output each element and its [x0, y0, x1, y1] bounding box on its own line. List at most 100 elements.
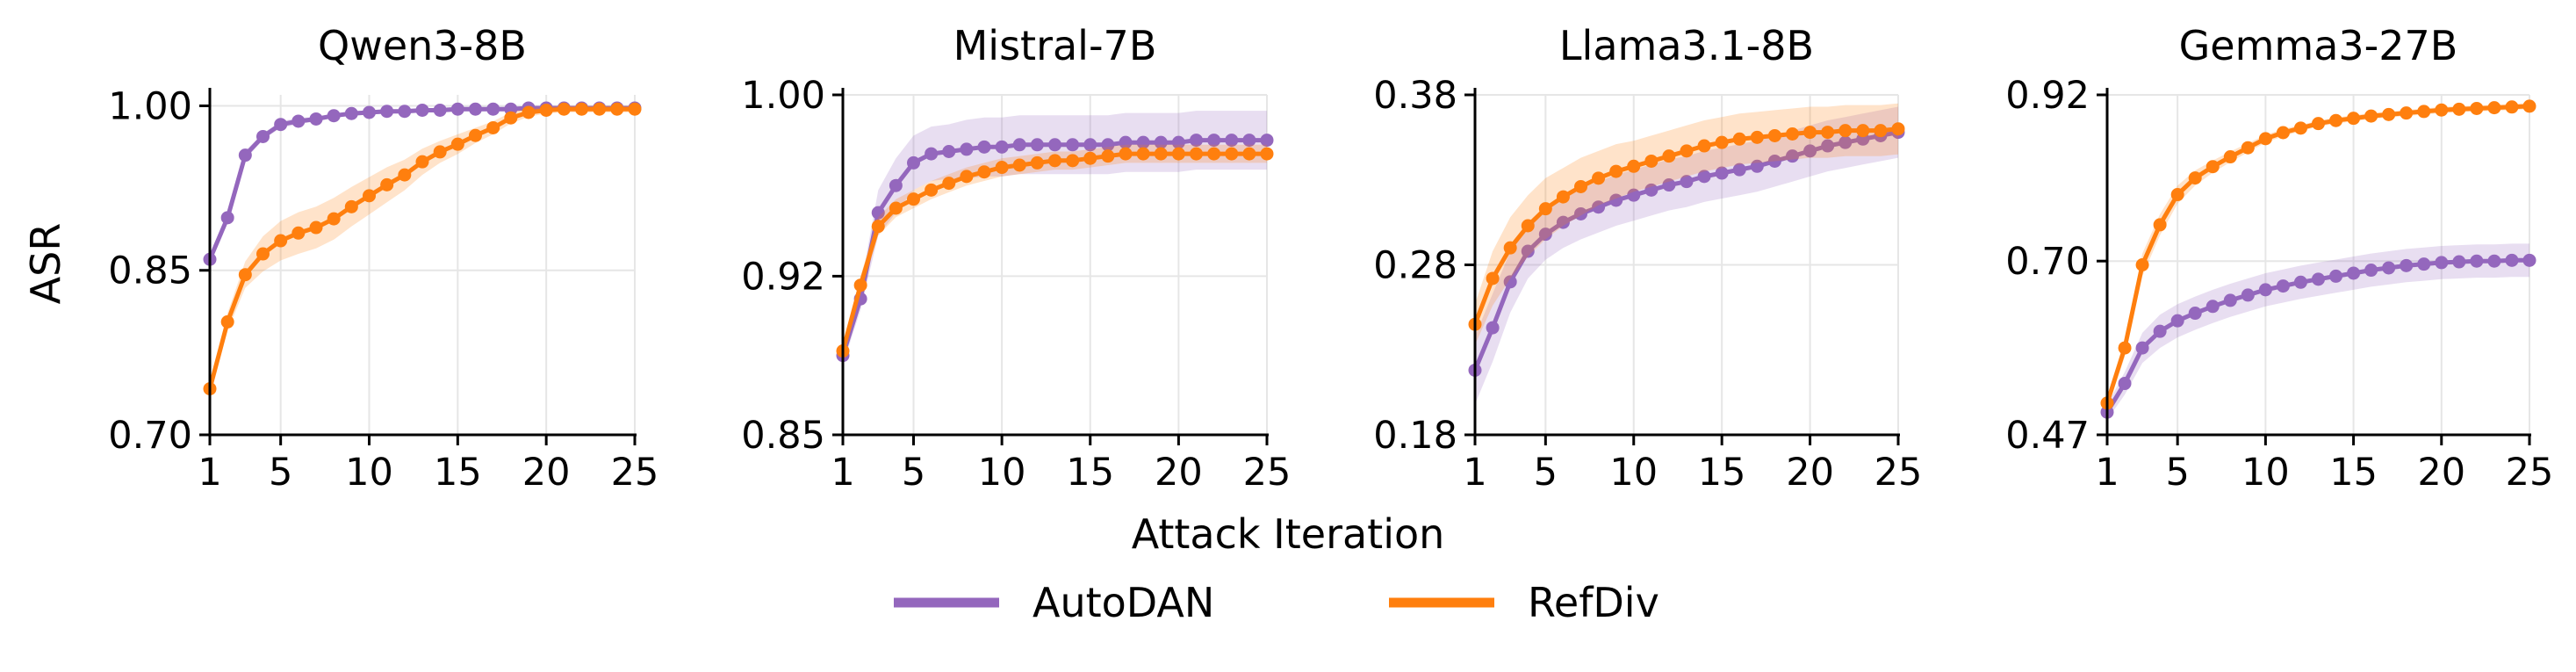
point-refdiv	[1556, 190, 1570, 204]
point-refdiv	[1190, 147, 1203, 161]
point-refdiv	[2487, 101, 2501, 115]
point-autodan	[363, 105, 376, 119]
point-refdiv	[2470, 101, 2484, 115]
point-refdiv	[2258, 132, 2272, 146]
y-tick-label: 0.70	[108, 414, 192, 458]
point-autodan	[380, 105, 394, 119]
point-refdiv	[557, 102, 571, 116]
point-autodan	[238, 148, 252, 163]
point-autodan	[1048, 138, 1061, 152]
point-refdiv	[1503, 241, 1517, 255]
point-refdiv	[415, 155, 429, 169]
point-refdiv	[2276, 126, 2290, 140]
band-autodan	[1475, 106, 1898, 405]
point-autodan	[1715, 166, 1729, 180]
x-tick-label: 20	[2417, 451, 2465, 495]
x-tick-label: 25	[2506, 451, 2554, 495]
panel-title: Llama3.1-8B	[1559, 22, 1814, 69]
point-autodan	[2400, 258, 2414, 272]
point-autodan	[1207, 134, 1221, 148]
point-autodan	[220, 211, 234, 225]
point-autodan	[1225, 134, 1239, 148]
point-autodan	[2364, 264, 2378, 278]
point-refdiv	[871, 220, 885, 234]
point-refdiv	[539, 103, 553, 117]
point-refdiv	[2417, 105, 2431, 119]
point-refdiv	[593, 102, 607, 116]
point-refdiv	[433, 145, 447, 159]
point-refdiv	[1538, 202, 1552, 216]
point-refdiv	[450, 137, 464, 151]
legend-label-autodan: AutoDAN	[1033, 579, 1214, 626]
x-tick-label: 25	[1874, 451, 1923, 495]
point-autodan	[942, 145, 956, 158]
point-refdiv	[977, 165, 991, 179]
x-tick-label: 20	[522, 451, 571, 495]
x-tick-label: 25	[611, 451, 659, 495]
point-refdiv	[1521, 219, 1535, 233]
point-refdiv	[1874, 124, 1888, 138]
legend-label-refdiv: RefDiv	[1528, 579, 1659, 626]
point-autodan	[256, 129, 270, 143]
point-autodan	[1486, 321, 1500, 335]
point-autodan	[469, 102, 482, 116]
point-refdiv	[469, 128, 482, 142]
point-refdiv	[2135, 258, 2149, 271]
point-refdiv	[2170, 188, 2184, 202]
point-autodan	[1644, 183, 1659, 197]
point-refdiv	[2188, 171, 2202, 185]
y-tick-label: 0.92	[2005, 74, 2090, 118]
x-tick-label: 10	[2241, 451, 2290, 495]
point-refdiv	[1260, 147, 1274, 161]
point-refdiv	[1083, 151, 1097, 165]
point-refdiv	[1119, 147, 1133, 161]
point-autodan	[450, 102, 464, 116]
point-refdiv	[2400, 106, 2414, 120]
point-autodan	[2153, 324, 2167, 338]
x-tick-label: 1	[1463, 451, 1486, 495]
point-refdiv	[1627, 159, 1641, 173]
point-refdiv	[1821, 126, 1835, 140]
point-autodan	[1171, 135, 1185, 149]
point-refdiv	[2118, 341, 2132, 355]
point-refdiv	[1786, 127, 1799, 141]
point-refdiv	[2329, 113, 2343, 127]
point-refdiv	[1066, 154, 1080, 168]
point-refdiv	[238, 268, 252, 282]
point-refdiv	[522, 105, 536, 119]
point-refdiv	[398, 168, 412, 182]
point-refdiv	[1101, 149, 1115, 163]
point-autodan	[398, 105, 412, 119]
point-refdiv	[1048, 154, 1061, 168]
point-autodan	[2276, 279, 2290, 293]
x-tick-label: 5	[1534, 451, 1558, 495]
point-refdiv	[889, 201, 903, 215]
point-autodan	[1119, 135, 1133, 149]
point-autodan	[1627, 188, 1641, 202]
point-refdiv	[1891, 122, 1905, 136]
point-refdiv	[2153, 218, 2167, 232]
point-autodan	[309, 112, 323, 126]
point-refdiv	[274, 234, 288, 248]
x-tick-label: 10	[345, 451, 393, 495]
point-refdiv	[1803, 126, 1817, 140]
point-refdiv	[2241, 141, 2255, 155]
point-refdiv	[628, 102, 642, 116]
point-refdiv	[2205, 160, 2220, 174]
point-refdiv	[575, 102, 588, 116]
point-autodan	[1838, 135, 1853, 149]
point-autodan	[2417, 257, 2431, 271]
point-autodan	[486, 102, 500, 116]
point-autodan	[1803, 144, 1817, 158]
point-autodan	[2312, 272, 2325, 286]
point-autodan	[2135, 341, 2149, 355]
panel-title: Gemma3-27B	[2179, 22, 2458, 69]
y-tick-label: 0.28	[1373, 244, 1457, 288]
point-autodan	[2435, 256, 2449, 270]
x-tick-label: 15	[1066, 451, 1114, 495]
point-autodan	[2470, 254, 2484, 268]
